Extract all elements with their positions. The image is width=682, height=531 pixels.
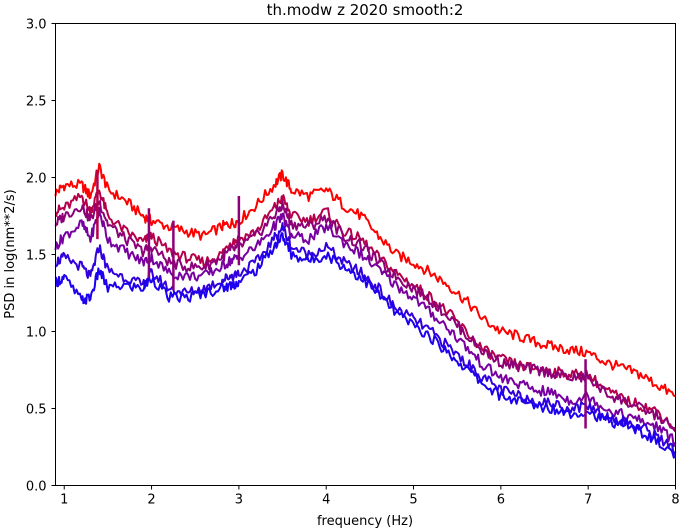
y-tick-label: 3.0: [26, 18, 47, 33]
y-tick-label: 1.5: [26, 249, 47, 264]
y-axis-label: PSD in log(nm**2/s): [3, 189, 18, 319]
psd-series-line-1: [54, 162, 676, 398]
x-tick-label: 4: [322, 493, 330, 508]
psd-series-line-5: [54, 222, 677, 457]
x-axis: 1 2 3 4 5 6 7 8: [60, 485, 680, 508]
x-tick-label: 6: [497, 493, 505, 508]
x-tick-label: 8: [671, 493, 679, 508]
x-axis-label: frequency (Hz): [317, 514, 413, 529]
x-tick-label: 5: [409, 493, 417, 508]
data-lines: [54, 162, 677, 459]
y-tick-label: 2.5: [26, 95, 47, 110]
y-tick-label: 0.5: [26, 403, 47, 418]
x-tick-label: 2: [147, 493, 155, 508]
x-tick-label: 1: [60, 493, 68, 508]
chart-title: th.modw z 2020 smooth:2: [267, 1, 464, 19]
y-axis: 0.0 0.5 1.0 1.5 2.0 2.5 3.0: [26, 18, 56, 495]
x-tick-label: 3: [235, 493, 243, 508]
y-tick-label: 2.0: [26, 172, 47, 187]
psd-series-line-3: [54, 200, 677, 433]
psd-series-line-6: [54, 232, 677, 459]
psd-series-line-2: [54, 189, 676, 430]
psd-series-line-4: [54, 207, 677, 448]
x-tick-label: 7: [584, 493, 592, 508]
y-tick-label: 0.0: [26, 480, 47, 495]
y-tick-label: 1.0: [26, 326, 47, 341]
